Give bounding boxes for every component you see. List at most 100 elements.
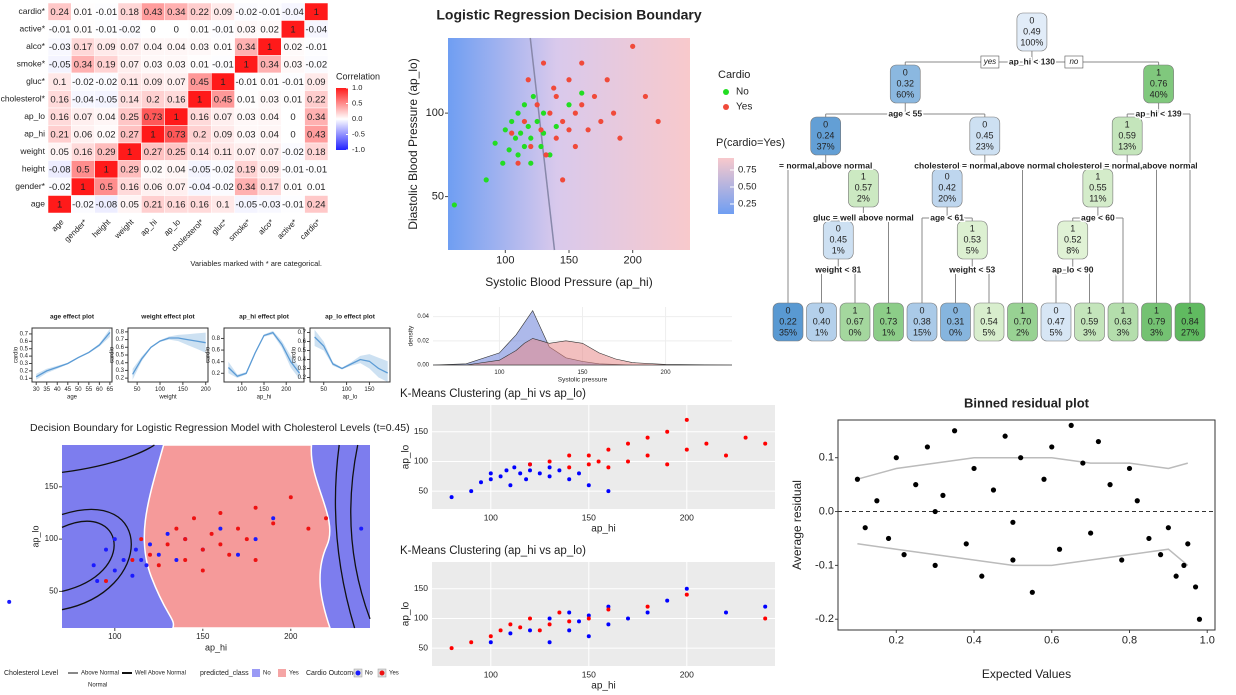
node-prob: 0.45 <box>976 130 994 140</box>
cell-label: 0.01 <box>190 59 209 70</box>
x-tick-label: 60 <box>96 387 103 393</box>
data-point <box>508 622 513 627</box>
data-point <box>498 628 503 633</box>
column-label: ap_hi <box>139 217 159 237</box>
data-point <box>530 93 536 100</box>
edge-label: no <box>1069 57 1078 66</box>
data-point <box>606 465 611 470</box>
cell-label: 1 <box>267 42 272 53</box>
data-point <box>924 444 930 450</box>
cell-label: 0.25 <box>167 147 186 158</box>
cell-label: 0.18 <box>120 7 139 18</box>
node-prob: 0.47 <box>1047 316 1065 326</box>
cell-label: -0.03 <box>49 42 71 53</box>
decision-boundary <box>529 37 556 251</box>
node-pct: 35% <box>779 327 797 337</box>
x-axis-label: ap_hi <box>591 524 615 535</box>
data-point <box>1018 455 1024 461</box>
cell-label: 0.45 <box>214 94 233 105</box>
x-tick-label: 200 <box>680 512 694 522</box>
data-point <box>306 526 311 531</box>
cell-label: -0.01 <box>305 42 327 53</box>
cell-label: 0.43 <box>144 7 163 18</box>
y-tick-label: 0.6 <box>298 339 307 345</box>
cell-label: -0.02 <box>235 7 257 18</box>
x-tick-label: 65 <box>107 387 114 393</box>
row-label: cardio* <box>19 6 46 16</box>
confidence-band <box>314 329 388 382</box>
y-tick-label: 0.4 <box>298 357 307 363</box>
data-point <box>684 447 689 452</box>
node-class: 0 <box>982 119 987 129</box>
cell-label: -0.02 <box>282 147 304 158</box>
node-class: 0 <box>953 305 958 315</box>
data-point <box>665 598 670 603</box>
data-point <box>183 537 188 542</box>
y-axis-label: ap_lo <box>401 444 412 469</box>
cell-label: 0.19 <box>97 59 116 70</box>
legend-label: Yes <box>289 671 299 677</box>
x-axis-label: ap_hi <box>591 681 615 692</box>
plot-background <box>432 562 775 666</box>
cell-label: 0.03 <box>284 59 303 70</box>
node-pct: 3% <box>1150 327 1163 337</box>
data-point <box>1002 433 1008 439</box>
cell-label: 0.09 <box>97 42 116 53</box>
data-point <box>1068 422 1074 428</box>
cell-label: 0.06 <box>74 129 93 140</box>
x-tick-label: 150 <box>196 632 210 641</box>
y-tick-label: 150 <box>45 482 59 491</box>
x-axis-label: ap_hi <box>205 642 227 652</box>
cell-label: 0.01 <box>214 42 233 53</box>
data-point <box>971 465 977 472</box>
node-class: 1 <box>852 305 857 315</box>
legend-title: Cholesterol Level <box>4 670 59 677</box>
cell-label: 0.01 <box>237 94 256 105</box>
x-tick-label: 50 <box>320 387 327 393</box>
cell-label: 0.24 <box>50 7 69 18</box>
data-point <box>951 428 958 434</box>
data-point <box>121 558 126 563</box>
data-point <box>512 135 519 141</box>
data-point <box>528 468 532 473</box>
legend-label: No <box>263 671 271 677</box>
data-point <box>885 535 892 542</box>
node-prob: 0.54 <box>980 316 998 326</box>
node-pct: 0% <box>848 327 861 337</box>
cell-label: 1 <box>220 77 225 88</box>
data-point <box>200 568 205 573</box>
data-point <box>566 127 572 133</box>
x-tick-label: 40 <box>54 387 61 393</box>
tree-node <box>873 302 904 342</box>
data-point <box>104 578 108 583</box>
data-point <box>547 459 552 464</box>
chart-title: K-Means Clustering (ap_hi vs ap_lo) <box>400 388 586 400</box>
cell-label: 0.16 <box>50 94 69 105</box>
data-point <box>534 102 540 108</box>
data-point <box>963 541 969 547</box>
y-tick-label: 0.04 <box>417 314 429 320</box>
data-point <box>1107 482 1113 488</box>
cell-label: -0.02 <box>72 77 94 88</box>
node-class: 1 <box>1156 67 1161 77</box>
tree-node <box>1040 302 1072 342</box>
data-point <box>253 505 258 510</box>
tree-node <box>839 302 871 342</box>
cell-label: 0.01 <box>284 94 303 105</box>
data-point <box>1173 573 1179 579</box>
tree-node <box>889 64 921 104</box>
data-point <box>630 43 636 49</box>
cell-label: -0.01 <box>212 24 234 35</box>
data-point <box>451 202 457 208</box>
tree-node <box>1007 302 1038 342</box>
cell-label: 1 <box>314 7 319 18</box>
y-tick-label: 0.2 <box>298 375 307 381</box>
cell-label: 0.45 <box>190 77 209 88</box>
data-point <box>139 558 144 563</box>
data-point <box>606 447 611 452</box>
x-tick-label: 0.6 <box>1044 635 1059 647</box>
x-tick-label: 200 <box>201 387 212 393</box>
data-point <box>547 640 552 645</box>
data-point <box>518 130 524 136</box>
